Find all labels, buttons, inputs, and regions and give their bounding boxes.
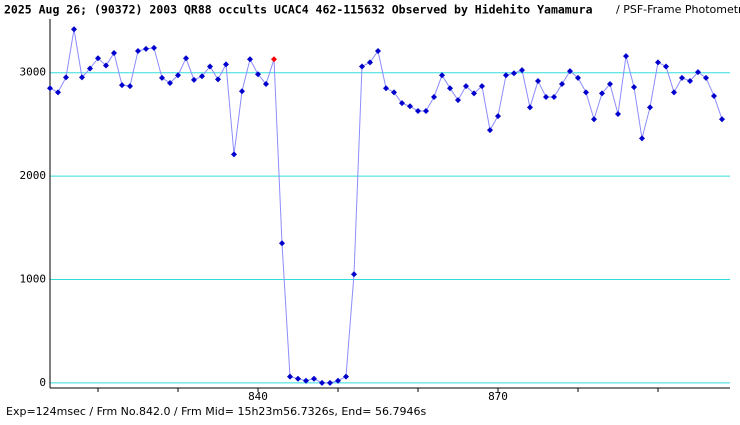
data-point	[287, 373, 293, 380]
data-point	[95, 55, 101, 62]
data-point	[47, 85, 53, 92]
data-point	[559, 81, 565, 88]
data-point	[471, 90, 477, 97]
data-point	[415, 107, 421, 114]
data-point	[223, 61, 229, 68]
data-point	[207, 63, 213, 70]
data-point	[247, 56, 253, 63]
data-point	[119, 82, 125, 89]
data-point	[719, 116, 725, 123]
data-point	[671, 89, 677, 96]
data-point	[551, 93, 557, 100]
data-point	[199, 73, 205, 80]
data-point	[591, 116, 597, 123]
data-point	[103, 62, 109, 69]
data-point	[255, 71, 261, 78]
data-point	[143, 45, 149, 52]
y-tick-label: 0	[39, 376, 46, 389]
data-point	[135, 47, 141, 54]
data-point	[335, 377, 341, 384]
data-point	[87, 65, 93, 72]
data-point	[663, 63, 669, 70]
footer: Exp=124msec / Frm No.842.0 / Frm Mid= 15…	[6, 405, 426, 418]
data-point	[567, 68, 573, 75]
chart-title: 2025 Aug 26; (90372) 2003 QR88 occults U…	[4, 3, 593, 17]
data-point	[295, 375, 301, 382]
data-point	[679, 74, 685, 81]
data-point	[311, 375, 317, 382]
data-point	[607, 81, 613, 88]
data-point	[55, 89, 61, 96]
data-point	[407, 103, 413, 110]
data-point	[151, 44, 157, 51]
data-point	[639, 135, 645, 142]
data-point	[175, 72, 181, 79]
data-point	[343, 373, 349, 380]
data-point	[623, 53, 629, 60]
data-point	[359, 63, 365, 70]
data-point	[487, 127, 493, 134]
x-tick-label: 870	[488, 390, 508, 403]
data-point	[375, 47, 381, 54]
data-point	[583, 89, 589, 96]
data-point	[655, 59, 661, 66]
data-point	[327, 379, 333, 386]
data-point	[111, 50, 117, 57]
y-tick-label: 2000	[20, 169, 47, 182]
data-point	[191, 76, 197, 83]
data-point	[687, 77, 693, 84]
data-point	[511, 70, 517, 77]
data-point	[231, 151, 237, 158]
data-point	[303, 377, 309, 384]
data-point	[527, 104, 533, 111]
data-point	[519, 67, 525, 74]
data-point	[495, 113, 501, 120]
data-point	[447, 85, 453, 92]
data-point	[215, 76, 221, 83]
data-point	[383, 85, 389, 92]
data-point	[319, 379, 325, 386]
data-point	[351, 271, 357, 278]
data-point	[271, 56, 277, 63]
data-point	[183, 55, 189, 62]
data-point	[279, 240, 285, 247]
data-point	[463, 83, 469, 90]
data-point	[239, 88, 245, 95]
data-point	[543, 93, 549, 100]
data-point	[703, 74, 709, 81]
data-point	[695, 69, 701, 76]
data-point	[63, 74, 69, 81]
data-point	[575, 74, 581, 81]
data-point	[367, 59, 373, 66]
data-point	[599, 90, 605, 97]
data-point	[615, 111, 621, 118]
x-tick-label: 840	[248, 390, 268, 403]
y-tick-label: 3000	[20, 66, 47, 79]
data-point	[439, 72, 445, 79]
data-point	[399, 100, 405, 107]
data-point	[263, 81, 269, 88]
data-point	[503, 72, 509, 79]
data-point	[479, 83, 485, 90]
data-point	[391, 89, 397, 96]
chart-subtitle: / PSF-Frame Photometry /	[616, 3, 740, 16]
data-point	[647, 104, 653, 111]
data-point	[711, 92, 717, 99]
series-line	[49, 29, 723, 384]
data-point	[71, 26, 77, 33]
data-point	[79, 74, 85, 81]
data-point	[431, 93, 437, 100]
data-point	[455, 97, 461, 104]
data-point	[631, 84, 637, 91]
data-point	[423, 107, 429, 114]
data-point	[159, 74, 165, 81]
data-point	[167, 80, 173, 87]
y-tick-label: 1000	[20, 272, 47, 285]
data-point	[127, 83, 133, 90]
data-point	[535, 77, 541, 84]
